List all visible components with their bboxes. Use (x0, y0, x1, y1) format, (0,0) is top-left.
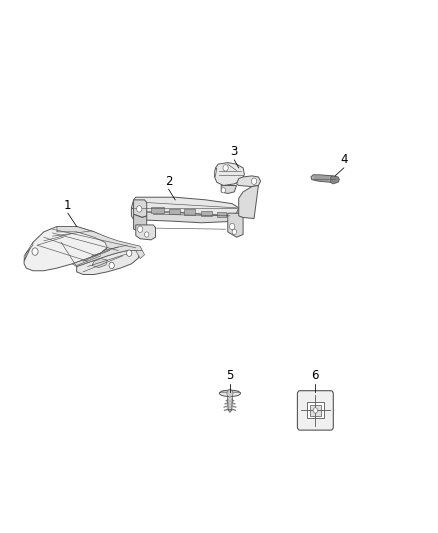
Polygon shape (237, 176, 261, 187)
Circle shape (230, 223, 235, 230)
Polygon shape (57, 227, 142, 266)
Circle shape (232, 229, 237, 235)
Circle shape (127, 250, 132, 256)
Polygon shape (24, 227, 110, 271)
Bar (169, 209, 180, 214)
Bar (307, 402, 324, 418)
Bar (310, 405, 321, 416)
Polygon shape (134, 214, 147, 232)
Polygon shape (221, 185, 237, 193)
Polygon shape (239, 185, 258, 219)
Circle shape (137, 206, 142, 212)
Circle shape (251, 178, 257, 184)
Polygon shape (215, 168, 217, 177)
Polygon shape (24, 243, 33, 261)
Polygon shape (136, 251, 145, 259)
Polygon shape (215, 163, 244, 185)
Circle shape (145, 232, 149, 237)
Text: 3: 3 (231, 146, 238, 158)
Ellipse shape (219, 390, 240, 397)
Text: 5: 5 (226, 369, 233, 382)
Polygon shape (228, 213, 243, 237)
Bar (217, 212, 226, 217)
FancyBboxPatch shape (297, 391, 333, 430)
Polygon shape (92, 259, 107, 268)
Circle shape (109, 262, 114, 269)
Bar (201, 211, 212, 216)
Polygon shape (227, 397, 233, 410)
Polygon shape (131, 208, 239, 223)
Polygon shape (134, 200, 147, 217)
Circle shape (32, 248, 38, 255)
Bar (184, 209, 195, 215)
Polygon shape (228, 409, 232, 413)
Circle shape (223, 165, 228, 171)
Bar (151, 207, 164, 213)
Polygon shape (331, 176, 339, 184)
Polygon shape (136, 225, 155, 240)
Polygon shape (311, 175, 337, 182)
Text: 2: 2 (165, 175, 173, 188)
Circle shape (227, 390, 233, 397)
Circle shape (313, 408, 318, 413)
Circle shape (221, 188, 226, 193)
Text: 4: 4 (340, 154, 348, 166)
Text: 1: 1 (64, 199, 72, 212)
Polygon shape (131, 197, 239, 216)
Polygon shape (77, 251, 140, 274)
Circle shape (138, 226, 143, 232)
Text: 6: 6 (311, 369, 319, 382)
